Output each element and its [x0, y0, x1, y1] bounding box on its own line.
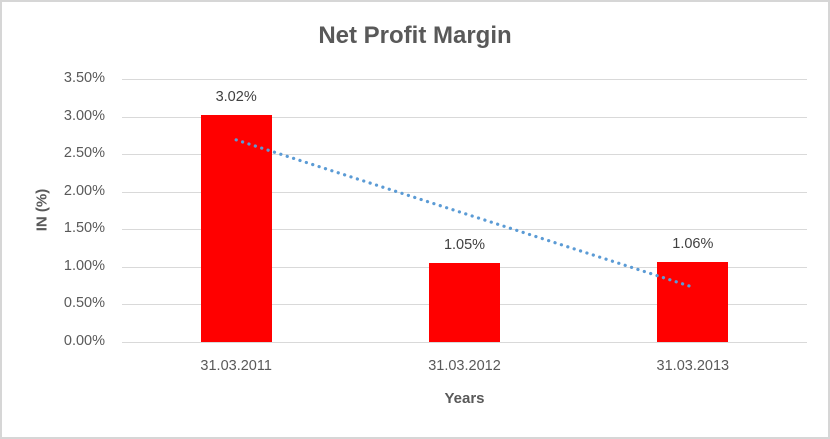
chart-title: Net Profit Margin [318, 22, 512, 49]
y-tick-label: 2.00% [63, 182, 105, 199]
y-tick-label: 1.50% [63, 220, 105, 237]
data-label: 1.05% [443, 237, 486, 254]
y-tick-label: 3.00% [63, 107, 105, 124]
gridline [122, 191, 807, 193]
data-label: 1.06% [672, 236, 714, 253]
y-tick-label: 3.50% [63, 70, 105, 86]
x-tick-label: 31.03.2012 [428, 358, 501, 374]
bar-31.03.2013[interactable] [657, 262, 729, 342]
y-tick-label: 0.00% [63, 333, 105, 349]
y-tick-label: 0.50% [63, 295, 105, 312]
y-tick-label: 1.00% [63, 257, 105, 274]
bar-31.03.2011[interactable] [200, 115, 272, 342]
gridline [122, 79, 807, 80]
gridline [122, 342, 807, 343]
x-axis-title: Years [444, 390, 485, 407]
x-tick-label: 31.03.2013 [656, 358, 730, 374]
x-tick-label: 31.03.2011 [200, 358, 272, 374]
trendline[interactable] [122, 79, 807, 342]
bar-31.03.2012[interactable] [429, 263, 500, 342]
y-tick-label: 2.50% [63, 145, 105, 162]
plot-area: 3.02% 1.05% 1.06% [122, 79, 807, 343]
gridline [122, 154, 807, 156]
data-label: 3.02% [215, 89, 257, 106]
gridline [122, 116, 807, 118]
gridline [122, 229, 807, 231]
